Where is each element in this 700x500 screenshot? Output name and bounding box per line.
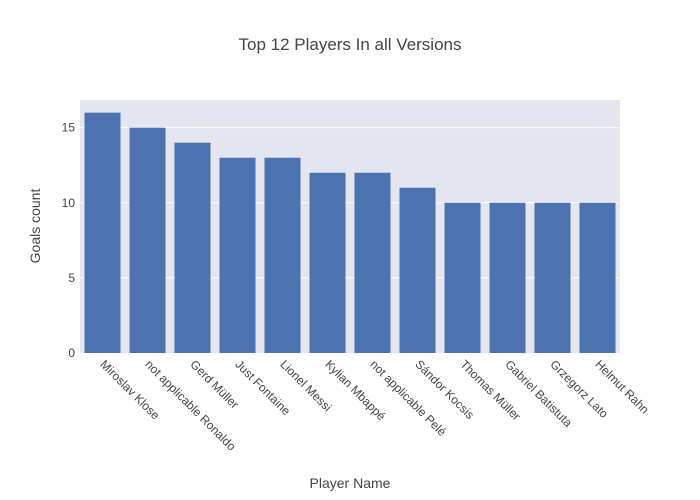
y-tick-label: 15 <box>62 121 76 135</box>
plot-background <box>80 100 620 353</box>
y-axis-ticks: 0 5 10 15 <box>62 121 76 360</box>
bar <box>219 157 256 353</box>
bar <box>579 202 616 353</box>
chart-title: Top 12 Players In all Versions <box>238 35 461 54</box>
y-tick-label: 0 <box>68 346 75 360</box>
bar <box>174 142 211 353</box>
bar <box>399 187 436 353</box>
bar <box>84 112 121 353</box>
y-axis-title: Goals count <box>27 189 43 264</box>
bar <box>309 172 346 353</box>
bar <box>534 202 571 353</box>
bar <box>264 157 301 353</box>
x-tick-label: not applicable Pelé <box>367 357 449 439</box>
y-tick-label: 10 <box>62 196 76 210</box>
gridlines <box>80 127 620 279</box>
bar <box>489 202 526 353</box>
bar <box>354 172 391 353</box>
x-axis-title: Player Name <box>310 475 391 491</box>
y-tick-label: 5 <box>68 271 75 285</box>
bar <box>444 202 481 353</box>
bar <box>129 127 166 353</box>
bars <box>84 112 616 353</box>
